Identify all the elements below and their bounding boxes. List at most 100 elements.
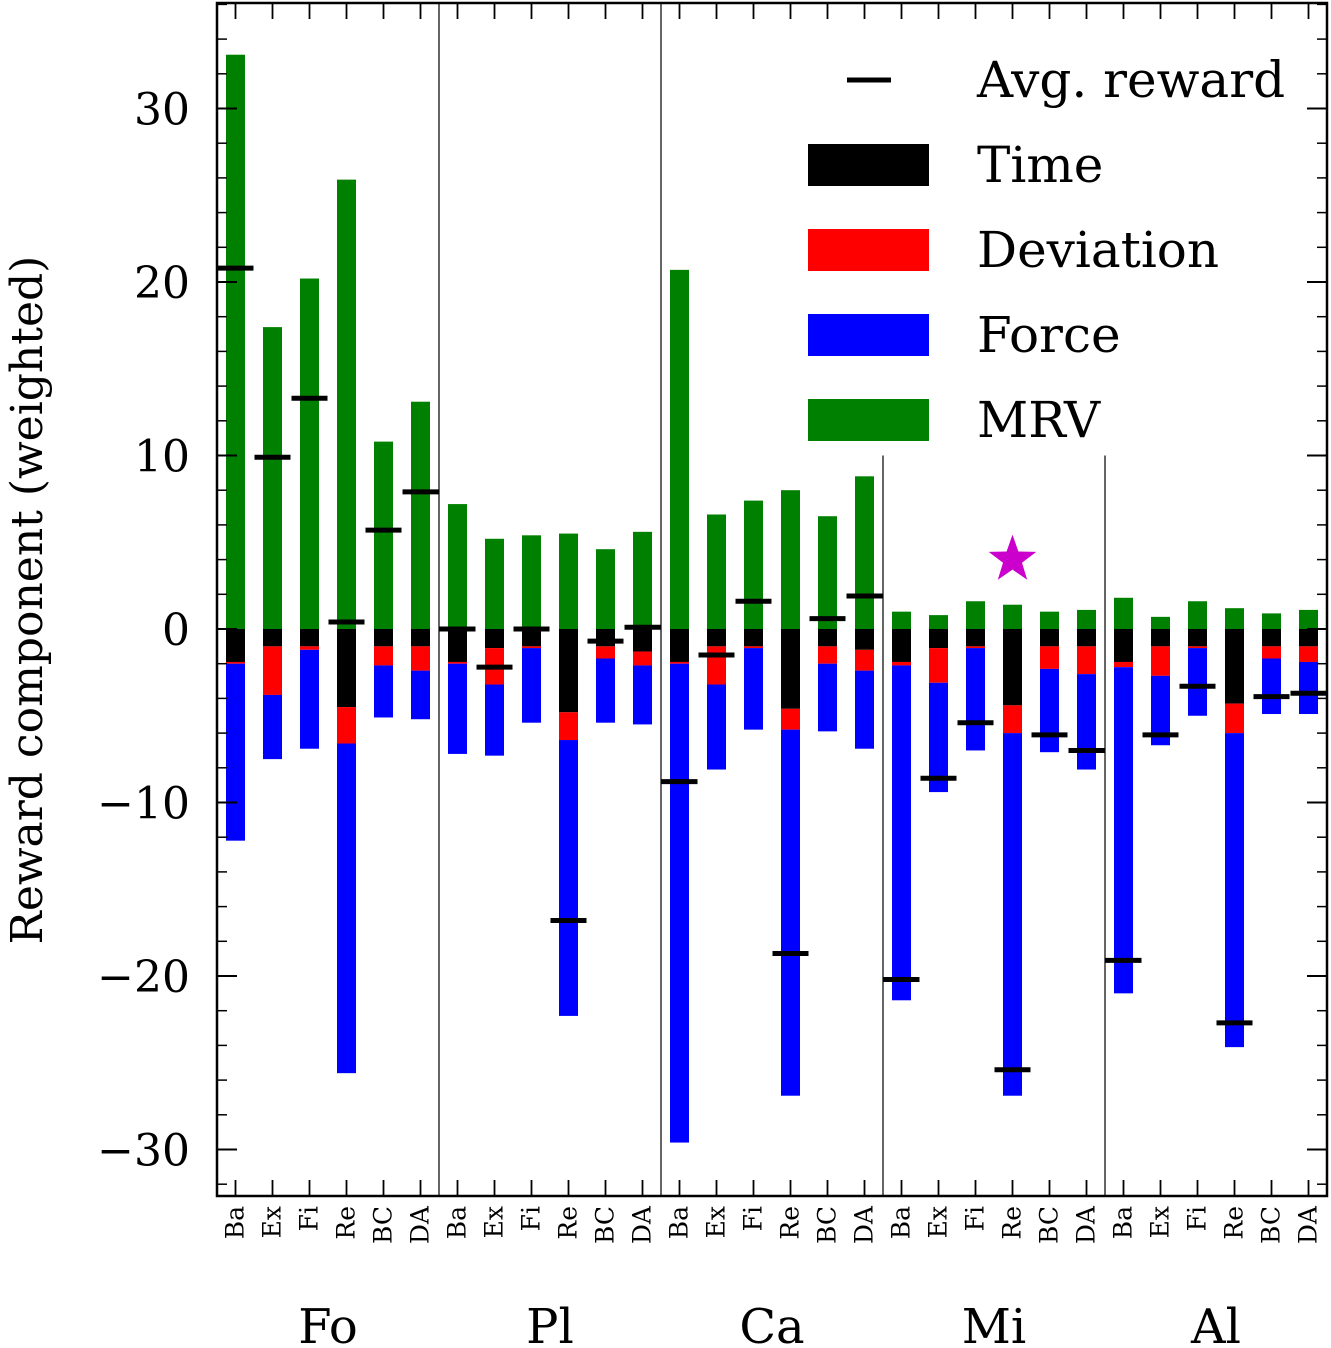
bar-time-al-ex — [1151, 629, 1170, 647]
y-tick-label-3: 0 — [162, 605, 190, 656]
bar-force-ca-re — [781, 729, 800, 1096]
bar-deviation-mi-bc — [1040, 646, 1059, 669]
group-label-fo: Fo — [298, 1299, 358, 1348]
bar-force-mi-ex — [929, 682, 948, 793]
bar-force-mi-fi — [966, 648, 985, 751]
bar-mrv-fo-da — [411, 401, 430, 629]
bar-deviation-al-bc — [1262, 646, 1281, 659]
bar-deviation-pl-bc — [596, 646, 615, 659]
x-tick-label-ca-re: Re — [776, 1206, 805, 1240]
bar-deviation-pl-ba — [448, 661, 467, 664]
bar-time-ca-bc — [818, 629, 837, 647]
bar-time-ca-ba — [670, 629, 689, 662]
x-tick-label-al-ex: Ex — [1146, 1206, 1175, 1238]
bar-mrv-ca-re — [781, 490, 800, 629]
x-tick-label-mi-ex: Ex — [924, 1206, 953, 1238]
bar-force-mi-ba — [892, 665, 911, 1001]
legend-swatch-deviation — [808, 229, 929, 271]
x-tick-label-al-re: Re — [1220, 1206, 1249, 1240]
avg-markers-layer — [217, 265, 1327, 1073]
x-tick-label-fo-fi: Fi — [295, 1206, 324, 1231]
x-tick-label-fo-da: DA — [406, 1205, 435, 1244]
bar-force-pl-bc — [596, 658, 615, 723]
bar-deviation-ca-da — [855, 649, 874, 671]
x-tick-label-pl-da: DA — [628, 1205, 657, 1244]
plot-frame — [215, 1, 1329, 1198]
bar-force-mi-da — [1077, 674, 1096, 770]
bar-deviation-fo-re — [337, 707, 356, 744]
bar-time-pl-fi — [522, 629, 541, 647]
bar-deviation-al-fi — [1188, 646, 1207, 649]
bar-time-mi-re — [1003, 629, 1022, 706]
legend-swatch-mrv — [808, 399, 929, 441]
bar-mrv-fo-bc — [374, 441, 393, 629]
x-tick-label-al-bc: BC — [1257, 1206, 1286, 1244]
bar-deviation-pl-da — [633, 651, 652, 666]
bar-mrv-al-ba — [1114, 597, 1133, 629]
bar-mrv-pl-ex — [485, 538, 504, 629]
x-tick-label-ca-ba: Ba — [665, 1206, 694, 1239]
bar-mrv-pl-bc — [596, 549, 615, 629]
bar-deviation-mi-ba — [892, 661, 911, 666]
bar-mrv-mi-fi — [966, 601, 985, 629]
bar-force-pl-ex — [485, 684, 504, 756]
bar-mrv-pl-fi — [522, 535, 541, 629]
bar-mrv-ca-bc — [818, 516, 837, 629]
x-tick-label-ca-da: DA — [850, 1205, 879, 1244]
bar-time-ca-fi — [744, 629, 763, 647]
x-tick-label-al-fi: Fi — [1183, 1206, 1212, 1231]
bar-deviation-ca-fi — [744, 646, 763, 649]
bar-time-fo-ex — [263, 629, 282, 647]
x-tick-label-fo-ex: Ex — [258, 1206, 287, 1238]
bar-time-al-re — [1225, 629, 1244, 704]
bar-time-mi-ex — [929, 629, 948, 649]
bar-force-pl-fi — [522, 648, 541, 723]
bar-time-pl-ex — [485, 629, 504, 649]
x-tick-label-fo-ba: Ba — [221, 1206, 250, 1239]
bar-deviation-ca-ba — [670, 661, 689, 664]
bar-force-mi-re — [1003, 733, 1022, 1096]
axes: Ba Ex Fi Re BC DA Ba Ex Fi Re BC DA Ba Ex Fi Re BC DA Ba Ex… — [97, 1, 1329, 1348]
bar-deviation-fo-da — [411, 646, 430, 671]
bar-deviation-al-ex — [1151, 646, 1170, 676]
x-tick-label-fo-re: Re — [332, 1206, 361, 1240]
legend-label-time: Time — [977, 136, 1103, 194]
x-tick-label-pl-ba: Ba — [443, 1206, 472, 1239]
bar-time-fo-ba — [226, 629, 245, 662]
bar-force-fo-da — [411, 670, 430, 720]
legend-label-force: Force — [977, 306, 1121, 364]
bar-force-al-ex — [1151, 675, 1170, 746]
x-tick-label-pl-ex: Ex — [480, 1206, 509, 1238]
bar-mrv-pl-re — [559, 533, 578, 629]
bar-deviation-mi-ex — [929, 648, 948, 683]
bar-deviation-fo-fi — [300, 646, 319, 650]
bar-force-ca-fi — [744, 648, 763, 730]
x-tick-label-ca-fi: Fi — [739, 1206, 768, 1231]
x-tick-label-mi-re: Re — [998, 1206, 1027, 1240]
legend-label-mrv: MRV — [977, 391, 1101, 449]
bar-time-mi-ba — [892, 629, 911, 662]
legend-label-deviation: Deviation — [977, 221, 1219, 279]
bar-deviation-mi-re — [1003, 705, 1022, 734]
bar-mrv-fo-re — [337, 179, 356, 629]
bar-mrv-pl-ba — [448, 504, 467, 629]
bar-time-pl-da — [633, 629, 652, 652]
bar-mrv-al-re — [1225, 608, 1244, 629]
bar-force-ca-da — [855, 670, 874, 749]
y-tick-label-2: −10 — [97, 779, 190, 830]
bar-mrv-fo-ba — [226, 54, 245, 629]
bar-deviation-al-da — [1299, 646, 1318, 662]
x-tick-label-mi-ba: Ba — [887, 1206, 916, 1239]
bars-layer — [226, 54, 1318, 1143]
bar-time-pl-ba — [448, 629, 467, 662]
bar-deviation-ca-re — [781, 708, 800, 730]
x-tick-label-fo-bc: BC — [369, 1206, 398, 1244]
star-annotation-0 — [988, 534, 1037, 580]
bar-time-fo-bc — [374, 629, 393, 647]
bar-mrv-al-da — [1299, 609, 1318, 629]
bar-mrv-pl-da — [633, 531, 652, 629]
bar-force-fo-ba — [226, 663, 245, 841]
bar-force-pl-re — [559, 740, 578, 1016]
bar-time-al-fi — [1188, 629, 1207, 647]
